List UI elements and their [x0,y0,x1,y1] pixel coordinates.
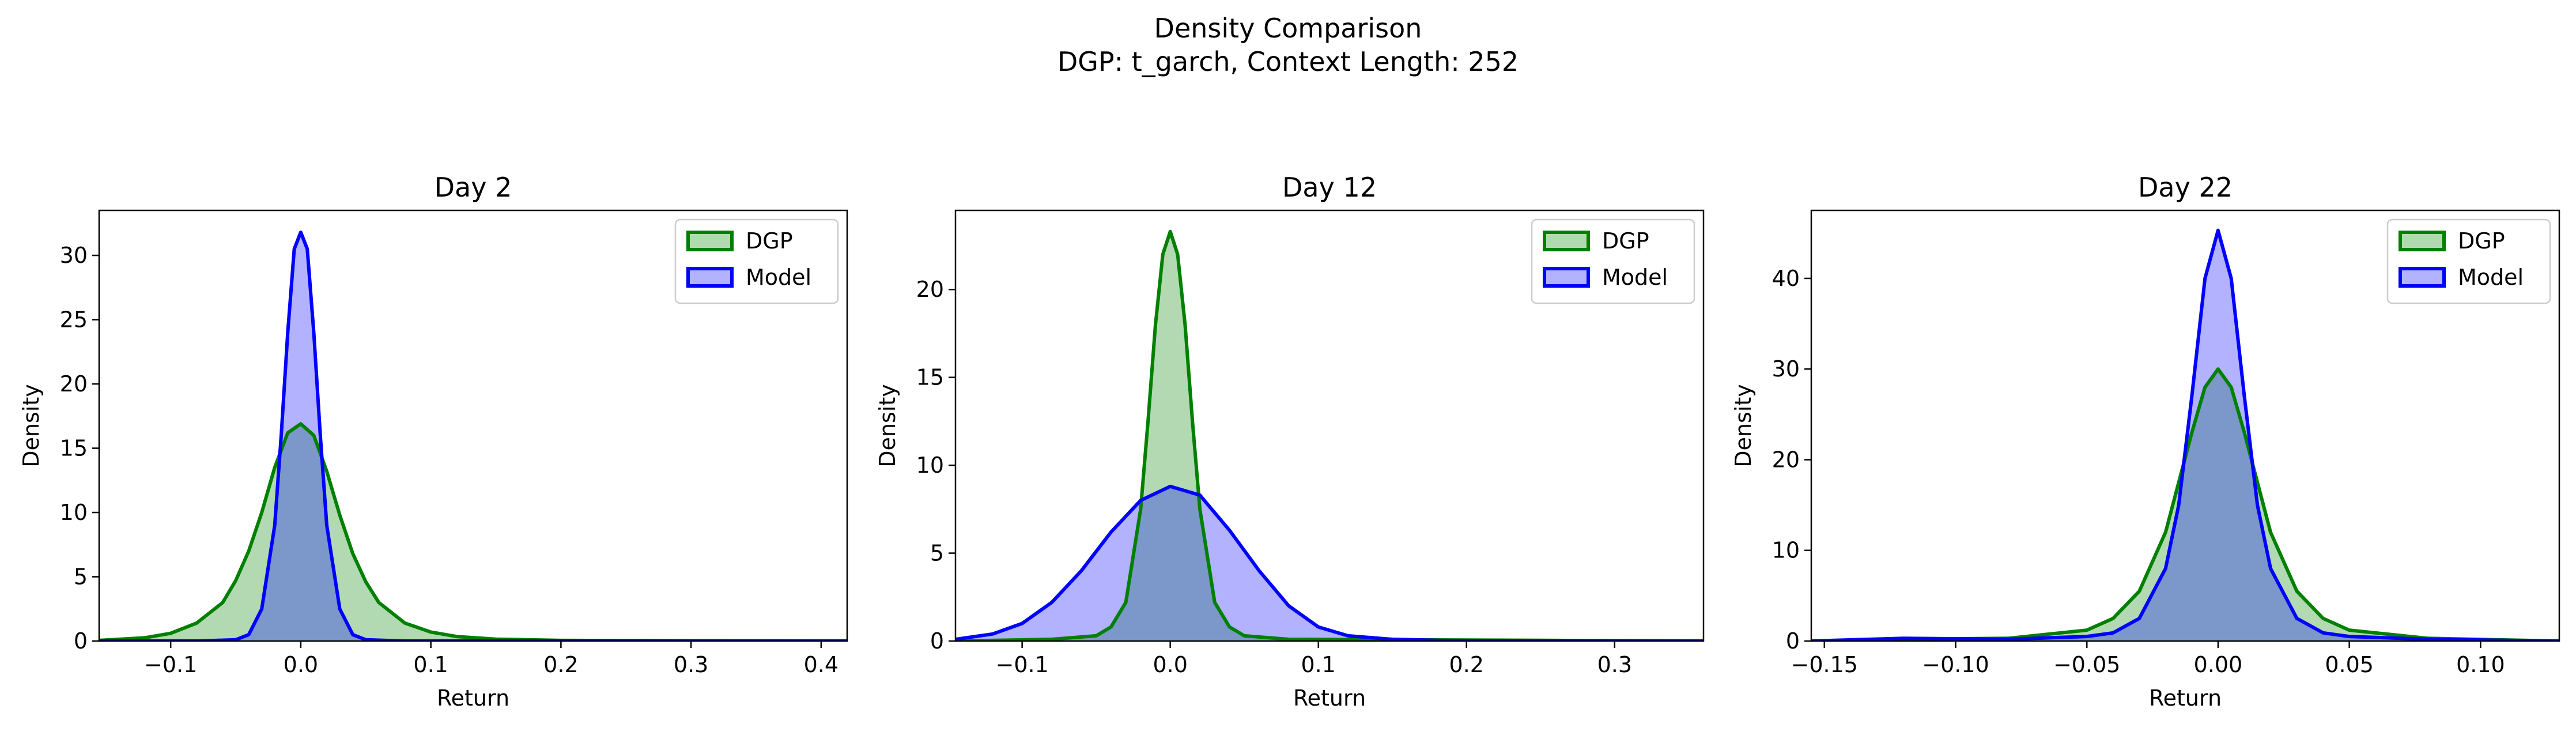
x-tick-label: −0.10 [1922,652,1989,677]
y-tick-label: 5 [930,541,944,566]
y-tick-label: 0 [74,628,88,654]
y-tick-label: 30 [1772,356,1800,382]
figure-suptitle-line1: Density Comparison [1154,13,1422,44]
x-tick-label: 0.05 [2325,652,2374,677]
x-axis-label: Return [437,685,509,711]
subplot-day-1: −0.1 0.0 0.1 0.2 0.3 0 5 10 15 20 Day 12 Return Dens… [875,172,1705,711]
x-tick-label: 0.0 [284,652,318,677]
axes-frame [98,209,848,642]
subplot-title: Day 2 [435,172,512,203]
subplot-title: Day 12 [1282,172,1377,203]
legend-box [2386,218,2551,304]
legend-label-model: Model [1602,265,1668,290]
x-tick-label: 0.1 [1301,652,1336,677]
figure-suptitle-line2: DGP: t_garch, Context Length: 252 [1057,46,1519,77]
y-tick-label: 0 [1786,628,1800,654]
y-tick-label: 5 [74,564,88,590]
legend-box [674,218,839,304]
plot-area [1811,228,2559,641]
x-tick-label: 0.4 [804,652,838,677]
legend-box [1531,218,1695,304]
x-tick-label: 0.00 [2194,652,2243,677]
series-model-fill [99,232,847,641]
legend: DGP Model [2386,218,2551,304]
series-model-fill [1811,230,2559,641]
legend-label-dgp: DGP [2458,228,2505,254]
x-tick-label: −0.1 [996,652,1049,677]
subplot-day-2: −0.15 −0.10 −0.05 0.00 0.05 0.10 0 10 20 30 40 Day … [1731,172,2560,711]
y-axis-label: Density [875,384,900,467]
x-axis-label: Return [1293,685,1366,711]
y-tick-label: 15 [916,365,944,390]
plot-area [955,229,1704,641]
legend: DGP Model [674,218,839,304]
series-dgp-line [955,229,1704,641]
x-tick-label: 0.10 [2456,652,2505,677]
x-tick-label: −0.15 [1791,652,1858,677]
x-tick-label: −0.1 [144,652,197,677]
plot-area [99,230,847,641]
series-dgp-line [1811,367,2559,641]
y-axis-label: Density [18,384,44,467]
subplot-panels: −0.1 0.0 0.1 0.2 0.3 0.4 0 5 10 15 20 25 30 Day 2 Retu… [18,172,2560,711]
y-tick-label: 20 [1772,447,1800,472]
y-tick-label: 20 [916,277,944,302]
subplot-title: Day 22 [2138,172,2233,203]
subplot-day-0: −0.1 0.0 0.1 0.2 0.3 0.4 0 5 10 15 20 25 30 Day 2 Retu… [18,172,848,711]
series-dgp-fill [955,231,1704,641]
series-model-fill [955,486,1704,641]
legend-label-dgp: DGP [1602,228,1649,254]
x-axis-label: Return [2149,685,2222,711]
series-dgp-line [99,422,847,641]
legend-swatch-model [2399,267,2446,288]
y-tick-label: 10 [1772,538,1800,563]
series-dgp-fill [99,424,847,641]
legend: DGP Model [1531,218,1695,304]
legend-label-model: Model [2458,265,2524,290]
y-tick-label: 40 [1772,266,1800,291]
axes-frame [954,209,1705,642]
legend-swatch-dgp [1543,231,1590,251]
x-tick-label: 0.2 [543,652,578,677]
y-tick-label: 25 [60,307,88,333]
y-tick-label: 10 [60,500,88,525]
y-tick-label: 20 [60,371,88,397]
x-tick-label: 0.3 [1597,652,1632,677]
series-model-line [1811,228,2559,641]
y-tick-label: 10 [916,453,944,478]
legend-swatch-model [1543,267,1590,288]
axes-frame [1810,209,2560,642]
series-model-line [99,230,847,641]
x-tick-label: −0.05 [2053,652,2120,677]
legend-swatch-model [686,267,734,288]
series-dgp-fill [1811,369,2559,641]
series-model-line [955,484,1704,641]
y-tick-label: 0 [930,628,944,654]
x-tick-label: 0.3 [674,652,708,677]
x-tick-label: 0.1 [413,652,448,677]
legend-label-model: Model [746,265,811,290]
legend-swatch-dgp [686,231,734,251]
x-tick-label: 0.2 [1449,652,1484,677]
y-tick-label: 30 [60,243,88,268]
y-axis-label: Density [1731,384,1756,467]
legend-swatch-dgp [2399,231,2446,251]
x-tick-label: 0.0 [1153,652,1187,677]
legend-label-dgp: DGP [746,228,793,254]
y-tick-label: 15 [60,436,88,461]
